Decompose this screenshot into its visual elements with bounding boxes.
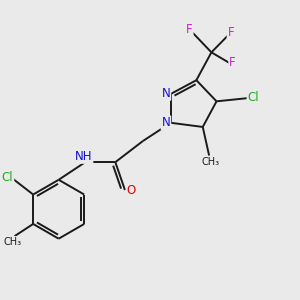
- Text: F: F: [228, 26, 234, 39]
- Text: N: N: [162, 87, 170, 100]
- Text: F: F: [186, 23, 193, 36]
- Text: CH₃: CH₃: [202, 157, 220, 166]
- Text: F: F: [229, 56, 236, 69]
- Text: N: N: [162, 116, 170, 129]
- Text: NH: NH: [75, 150, 92, 163]
- Text: Cl: Cl: [2, 171, 14, 184]
- Text: CH₃: CH₃: [4, 237, 22, 247]
- Text: Cl: Cl: [248, 91, 259, 104]
- Text: O: O: [127, 184, 136, 197]
